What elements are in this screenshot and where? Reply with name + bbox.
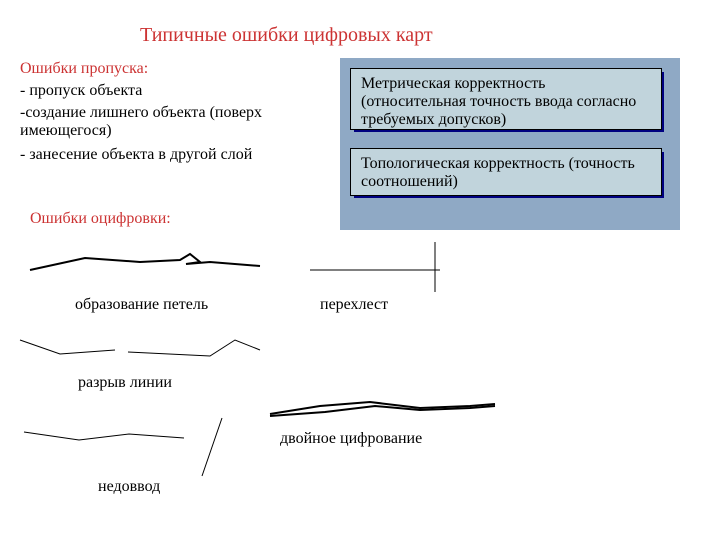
section1-item-2: - занесение объекта в другой слой <box>20 146 252 164</box>
sketch-double-label: двойное цифрование <box>280 430 422 448</box>
section1-item-0: - пропуск объекта <box>20 82 142 100</box>
section1-item-1: -создание лишнего объекта (поверх имеюще… <box>20 104 330 140</box>
sketch-loop <box>30 248 260 288</box>
sketch-overshoot <box>310 242 480 292</box>
callout-topo: Топологическая корректность (точность со… <box>350 148 660 196</box>
sketch-break-label: разрыв линии <box>78 374 172 392</box>
callout-metric-box: Метрическая корректность (относительная … <box>350 68 662 130</box>
callout-topo-box: Топологическая корректность (точность со… <box>350 148 662 196</box>
callout-metric-text: Метрическая корректность (относительная … <box>361 75 636 128</box>
sketch-undershoot <box>24 418 234 478</box>
sketch-break <box>20 332 260 372</box>
sketch-overshoot-label: перехлест <box>320 296 388 314</box>
callout-metric: Метрическая корректность (относительная … <box>350 68 660 130</box>
sketch-double <box>270 394 500 424</box>
section1-heading: Ошибки пропуска: <box>20 60 148 78</box>
sketch-undershoot-label: недоввод <box>98 478 160 496</box>
section2-heading: Ошибки оцифровки: <box>30 210 171 228</box>
callout-topo-text: Топологическая корректность (точность со… <box>361 155 635 190</box>
slide-title: Типичные ошибки цифровых карт <box>140 24 433 47</box>
sketch-loop-label: образование петель <box>75 296 208 314</box>
slide: Типичные ошибки цифровых карт Ошибки про… <box>0 0 720 540</box>
